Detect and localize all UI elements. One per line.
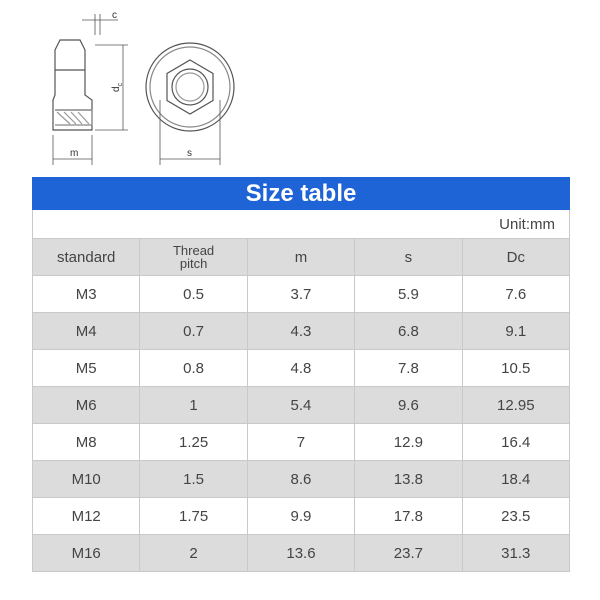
table-cell: 8.6 [246, 460, 356, 498]
table-cell: 1.5 [139, 460, 248, 498]
header-cell: s [354, 238, 463, 276]
table-cell: 0.7 [139, 312, 248, 350]
table-row: M16 2 13.6 23.7 31.3 [31, 534, 571, 572]
table-cell: M16 [31, 534, 141, 572]
table-cell: 9.6 [354, 386, 463, 424]
unit-row: Unit:mm [32, 209, 570, 239]
side-view [52, 14, 128, 165]
header-text: Thread pitch [172, 243, 215, 271]
table-row: M3 0.5 3.7 5.9 7.6 [31, 275, 571, 313]
dim-label: d [111, 86, 122, 92]
table-cell: 7 [246, 423, 356, 461]
dim-label: s [187, 148, 192, 159]
size-table: Size table Unit:mm standard Thread pitch m… [31, 177, 571, 572]
table-row: M4 0.7 4.3 6.8 9.1 [31, 312, 571, 350]
dim-subscript: c [117, 82, 124, 86]
table-cell: 13.6 [246, 534, 356, 572]
table-cell: 5.4 [246, 386, 356, 424]
header-cell: m [246, 238, 356, 276]
table-cell: 23.7 [354, 534, 463, 572]
table-cell: 7.8 [354, 349, 463, 387]
title-row: Size table [32, 177, 570, 210]
table-cell: 4.8 [246, 349, 356, 387]
header-cell: Thread pitch [139, 238, 248, 276]
table-cell: 1.75 [139, 497, 248, 535]
dim-label: dc [111, 82, 124, 92]
header-cell: standard [31, 238, 141, 276]
header-row: standard Thread pitch m s Dc [31, 238, 571, 276]
table-cell: M8 [31, 423, 141, 461]
table-cell: 9.1 [461, 312, 571, 350]
table-cell: M6 [31, 386, 141, 424]
table-cell: 17.8 [354, 497, 463, 535]
dim-label: c [112, 10, 117, 21]
table-cell: 2 [139, 534, 248, 572]
table-cell: 12.9 [354, 423, 463, 461]
table-cell: 13.8 [354, 460, 463, 498]
header-cell: Dc [461, 238, 571, 276]
table-row: M6 1 5.4 9.6 12.95 [31, 386, 571, 424]
table-cell: 4.3 [246, 312, 356, 350]
table-cell: M4 [31, 312, 141, 350]
table-cell: 1 [139, 386, 248, 424]
table-cell: 7.6 [461, 275, 571, 313]
table-row: M8 1.25 7 12.9 16.4 [31, 423, 571, 461]
dim-label: m [70, 148, 78, 159]
table-cell: 9.9 [246, 497, 356, 535]
table-cell: 0.5 [139, 275, 248, 313]
front-view [145, 42, 235, 165]
table-cell: 3.7 [246, 275, 356, 313]
unit-label: Unit:mm [32, 209, 570, 239]
table-cell: 10.5 [461, 349, 571, 387]
table-title: Size table [32, 177, 570, 210]
table-cell: M12 [31, 497, 141, 535]
table-cell: 31.3 [461, 534, 571, 572]
table-cell: 16.4 [461, 423, 571, 461]
table-cell: M5 [31, 349, 141, 387]
table-cell: 6.8 [354, 312, 463, 350]
table-row: M10 1.5 8.6 13.8 18.4 [31, 460, 571, 498]
table-cell: 23.5 [461, 497, 571, 535]
table-cell: 5.9 [354, 275, 463, 313]
technical-drawing: c dc m s [52, 10, 235, 165]
table-cell: M3 [31, 275, 141, 313]
table-cell: 12.95 [461, 386, 571, 424]
table-cell: 1.25 [139, 423, 248, 461]
table-cell: 18.4 [461, 460, 571, 498]
table-cell: 0.8 [139, 349, 248, 387]
table-cell: M10 [31, 460, 141, 498]
table-row: M5 0.8 4.8 7.8 10.5 [31, 349, 571, 387]
table-row: M12 1.75 9.9 17.8 23.5 [31, 497, 571, 535]
